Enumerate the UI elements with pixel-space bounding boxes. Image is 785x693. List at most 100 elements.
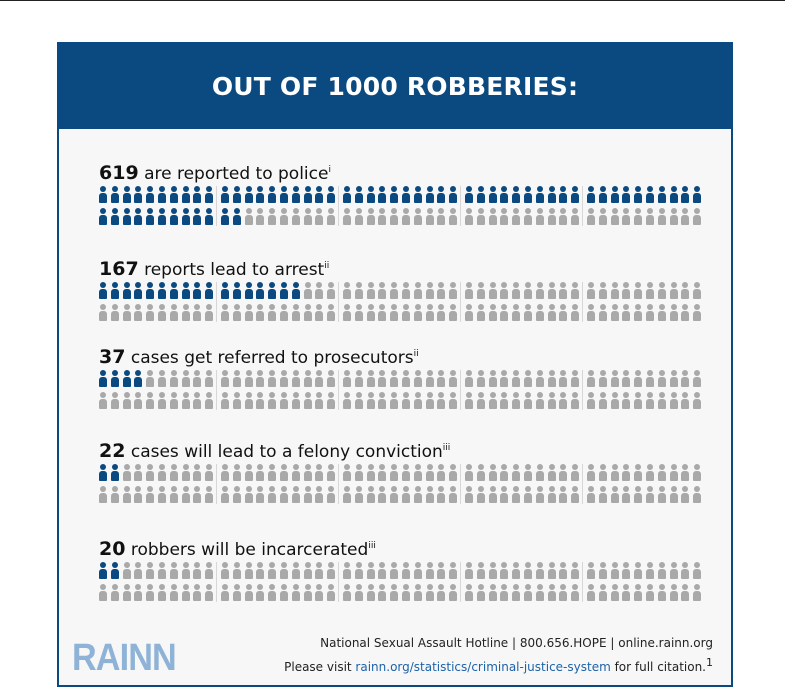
person-icon <box>378 464 387 481</box>
group-divider <box>460 370 461 410</box>
person-icon <box>634 370 643 387</box>
person-icon <box>366 584 375 601</box>
person-icon <box>181 392 190 409</box>
person-icon <box>524 186 532 203</box>
person-icon <box>402 282 410 299</box>
person-icon <box>354 584 363 601</box>
person-icon <box>193 370 202 387</box>
person-icon <box>122 486 131 503</box>
group-divider <box>338 370 339 410</box>
person-icon <box>158 282 166 299</box>
person-icon <box>657 464 666 481</box>
person-icon <box>449 186 458 203</box>
person-icon <box>681 486 690 503</box>
person-icon <box>413 282 422 299</box>
person-icon <box>425 562 434 579</box>
person-icon <box>512 282 521 299</box>
person-icon <box>524 370 532 387</box>
person-icon <box>232 282 241 299</box>
person-icon <box>343 584 351 601</box>
person-icon <box>622 370 631 387</box>
person-icon <box>99 392 107 409</box>
person-icon <box>354 370 363 387</box>
person-icon <box>587 584 595 601</box>
group-divider <box>582 464 583 504</box>
person-icon <box>465 370 473 387</box>
person-icon <box>244 464 253 481</box>
person-icon <box>535 208 544 225</box>
person-icon <box>559 584 568 601</box>
person-icon <box>693 282 702 299</box>
person-icon <box>158 562 166 579</box>
person-icon <box>354 304 363 321</box>
person-icon <box>280 392 288 409</box>
person-icon <box>280 584 288 601</box>
person-icon <box>327 464 336 481</box>
person-icon <box>378 304 387 321</box>
person-icon <box>268 486 277 503</box>
stat-number: 37 <box>99 346 126 368</box>
person-icon <box>657 186 666 203</box>
person-icon <box>488 370 497 387</box>
person-icon <box>303 486 312 503</box>
group-divider <box>582 562 583 602</box>
person-icon <box>110 370 119 387</box>
person-icon <box>693 186 702 203</box>
group-divider <box>338 464 339 504</box>
person-icon <box>693 370 702 387</box>
person-icon <box>343 282 351 299</box>
group-divider <box>216 562 217 602</box>
person-icon <box>378 370 387 387</box>
person-icon <box>402 464 410 481</box>
person-icon <box>110 208 119 225</box>
person-icon <box>488 562 497 579</box>
person-icon <box>169 282 178 299</box>
person-icon <box>110 304 119 321</box>
person-icon <box>343 304 351 321</box>
person-icon <box>524 208 532 225</box>
person-icon <box>547 562 556 579</box>
person-icon <box>535 282 544 299</box>
person-icon <box>134 584 143 601</box>
person-icon <box>232 392 241 409</box>
person-icon-grid <box>99 186 702 230</box>
person-icon <box>598 584 607 601</box>
person-icon <box>303 392 312 409</box>
person-icon <box>256 186 265 203</box>
person-icon <box>571 464 580 481</box>
person-icon <box>646 584 654 601</box>
person-icon <box>146 282 155 299</box>
person-icon <box>476 282 485 299</box>
person-icon <box>221 208 229 225</box>
stat-number: 619 <box>99 162 139 184</box>
person-icon <box>221 392 229 409</box>
person-icon <box>315 584 324 601</box>
stat-text: cases will lead to a felony conviction <box>125 442 443 462</box>
person-icon <box>610 584 619 601</box>
person-icon <box>280 208 288 225</box>
person-icon <box>99 186 107 203</box>
person-icon <box>158 464 166 481</box>
citation-link[interactable]: rainn.org/statistics/criminal-justice-sy… <box>355 660 611 674</box>
person-icon <box>268 282 277 299</box>
person-icon <box>449 584 458 601</box>
person-icon <box>146 464 155 481</box>
person-icon <box>425 464 434 481</box>
infographic-card: OUT OF 1000 ROBBERIES: 619 are reported … <box>57 42 733 687</box>
person-icon <box>646 562 654 579</box>
person-icon <box>205 282 214 299</box>
person-icon <box>354 464 363 481</box>
person-icon <box>291 562 300 579</box>
person-icon <box>268 370 277 387</box>
person-icon <box>547 208 556 225</box>
person-icon <box>366 208 375 225</box>
person-icon <box>193 562 202 579</box>
person-icon <box>122 282 131 299</box>
person-icon <box>390 392 399 409</box>
person-icon <box>488 464 497 481</box>
person-icon <box>205 584 214 601</box>
person-icon <box>681 208 690 225</box>
person-icon <box>366 392 375 409</box>
person-icon <box>221 304 229 321</box>
person-icon <box>158 186 166 203</box>
